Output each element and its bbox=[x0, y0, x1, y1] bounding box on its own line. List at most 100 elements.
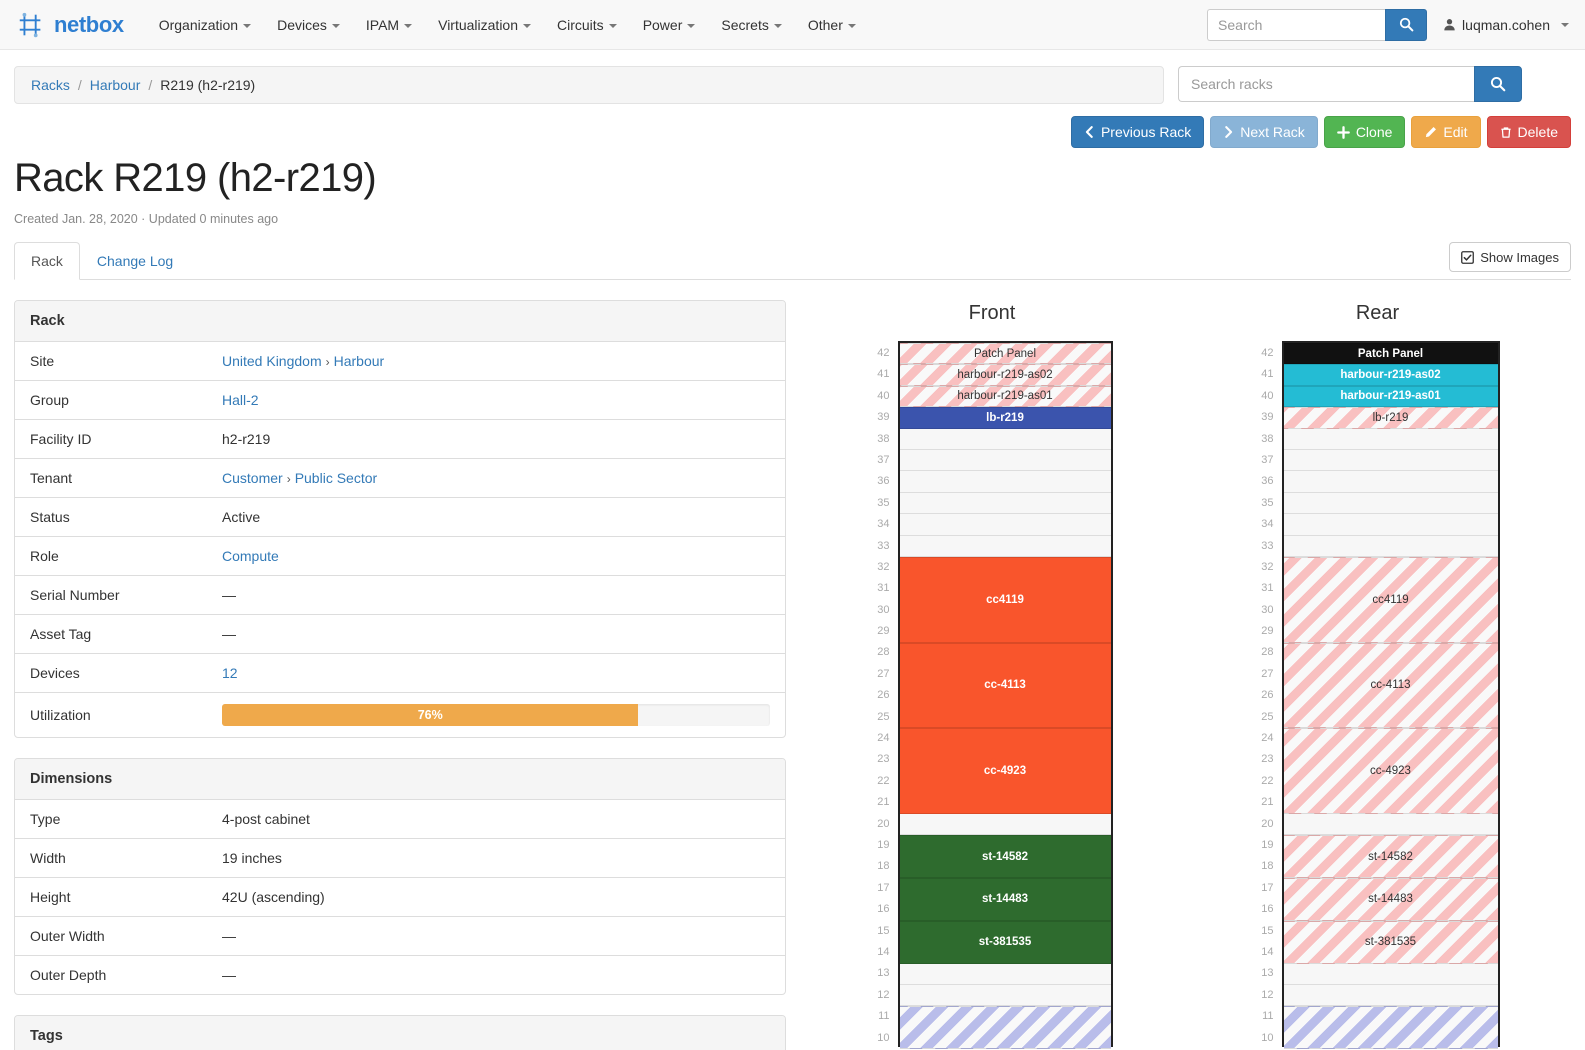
rack-unit-label-31: 31 bbox=[872, 578, 890, 599]
site-region-link[interactable]: United Kingdom bbox=[222, 353, 322, 369]
tenant-link[interactable]: Public Sector bbox=[295, 470, 377, 486]
rack-unit-slot[interactable] bbox=[900, 493, 1111, 514]
nav-item-circuits[interactable]: Circuits bbox=[544, 11, 630, 39]
rack-unit-slot[interactable] bbox=[900, 963, 1111, 984]
rack-unit-label-19: 19 bbox=[1256, 835, 1274, 856]
rack-device-st-14582[interactable]: st-14582 bbox=[900, 835, 1111, 878]
table-row: Facility ID h2-r219 bbox=[15, 420, 785, 459]
clone-button[interactable]: Clone bbox=[1324, 116, 1406, 148]
role-link[interactable]: Compute bbox=[222, 548, 279, 564]
rack-unit-slot[interactable] bbox=[900, 536, 1111, 557]
rack-unit-label-40: 40 bbox=[1256, 386, 1274, 407]
delete-button[interactable]: Delete bbox=[1487, 116, 1571, 148]
rear-rack-body: 4241403938373635343332313029282726252423… bbox=[1256, 341, 1500, 1049]
row-value-height: 42U (ascending) bbox=[207, 878, 785, 917]
next-rack-button[interactable]: Next Rack bbox=[1210, 116, 1318, 148]
group-link[interactable]: Hall-2 bbox=[222, 392, 259, 408]
pencil-icon bbox=[1424, 126, 1437, 139]
rack-device-reserved[interactable] bbox=[900, 1006, 1111, 1049]
plus-icon bbox=[1337, 126, 1350, 139]
rack-unit-slot[interactable] bbox=[1284, 536, 1498, 557]
nav-item-ipam[interactable]: IPAM bbox=[353, 11, 425, 39]
rack-unit-label-34: 34 bbox=[1256, 514, 1274, 535]
global-search-button[interactable] bbox=[1385, 9, 1427, 41]
rack-device-cc-4113[interactable]: cc-4113 bbox=[900, 643, 1111, 729]
rack-search-button[interactable] bbox=[1474, 66, 1522, 102]
rack-device-label: st-381535 bbox=[976, 936, 1034, 948]
rack-unit-label-36: 36 bbox=[872, 471, 890, 492]
nav-item-devices[interactable]: Devices bbox=[264, 11, 353, 39]
rack-unit-slot[interactable] bbox=[900, 514, 1111, 535]
rack-device-cc-4113[interactable]: cc-4113 bbox=[1284, 643, 1498, 729]
rack-search-input[interactable] bbox=[1178, 66, 1474, 102]
rack-unit-slot[interactable] bbox=[1284, 429, 1498, 450]
rack-unit-slot[interactable] bbox=[900, 814, 1111, 835]
rack-unit-slot[interactable] bbox=[1284, 493, 1498, 514]
tags-panel: Tags No tags assigned bbox=[14, 1015, 786, 1050]
rack-device-cc-4923[interactable]: cc-4923 bbox=[1284, 728, 1498, 814]
left-column: Rack Site United Kingdom›Harbour Group H… bbox=[14, 300, 786, 1050]
show-images-button[interactable]: Show Images bbox=[1449, 242, 1571, 272]
rack-unit-label-39: 39 bbox=[1256, 407, 1274, 428]
rack-device-Patch Panel[interactable]: Patch Panel bbox=[1284, 343, 1498, 364]
rack-device-lb-r219[interactable]: lb-r219 bbox=[900, 407, 1111, 428]
tab-rack[interactable]: Rack bbox=[14, 242, 80, 280]
rack-unit-slot[interactable] bbox=[900, 429, 1111, 450]
tenant-group-link[interactable]: Customer bbox=[222, 470, 283, 486]
rack-unit-slot[interactable] bbox=[900, 450, 1111, 471]
user-menu[interactable]: luqman.cohen bbox=[1443, 17, 1569, 33]
rack-device-label: Patch Panel bbox=[971, 348, 1039, 360]
rack-device-st-14483[interactable]: st-14483 bbox=[900, 878, 1111, 921]
rack-device-st-381535[interactable]: st-381535 bbox=[1284, 921, 1498, 964]
breadcrumb-item-racks[interactable]: Racks bbox=[31, 77, 70, 93]
rack-unit-slot[interactable] bbox=[1284, 514, 1498, 535]
rack-unit-label-10: 10 bbox=[1256, 1028, 1274, 1049]
dimensions-panel-heading: Dimensions bbox=[15, 759, 785, 800]
nav-item-organization[interactable]: Organization bbox=[146, 11, 264, 39]
breadcrumb-search-row: Racks / Harbour / R219 (h2-r219) bbox=[14, 50, 1571, 104]
rack-unit-slot[interactable] bbox=[1284, 985, 1498, 1006]
rack-unit-slot[interactable] bbox=[1284, 471, 1498, 492]
rack-device-harbour-r219-as02[interactable]: harbour-r219-as02 bbox=[1284, 364, 1498, 385]
rack-unit-slot[interactable] bbox=[1284, 963, 1498, 984]
rack-device-cc4119[interactable]: cc4119 bbox=[1284, 557, 1498, 643]
chevron-down-icon bbox=[523, 24, 531, 28]
rack-unit-slot[interactable] bbox=[900, 471, 1111, 492]
tab-change-log[interactable]: Change Log bbox=[80, 242, 190, 280]
rack-unit-slot[interactable] bbox=[1284, 450, 1498, 471]
utilization-progress-bar: 76% bbox=[222, 704, 638, 726]
breadcrumb-chevron-icon: › bbox=[287, 472, 291, 486]
devices-count-link[interactable]: 12 bbox=[222, 665, 238, 681]
rack-device-label: Patch Panel bbox=[1355, 348, 1426, 360]
site-link[interactable]: Harbour bbox=[334, 353, 385, 369]
user-icon bbox=[1443, 18, 1456, 31]
nav-item-power[interactable]: Power bbox=[630, 11, 709, 39]
edit-button[interactable]: Edit bbox=[1411, 116, 1480, 148]
rack-unit-slot[interactable] bbox=[900, 985, 1111, 1006]
rack-device-cc-4923[interactable]: cc-4923 bbox=[900, 728, 1111, 814]
rack-device-st-14582[interactable]: st-14582 bbox=[1284, 835, 1498, 878]
rack-device-lb-r219[interactable]: lb-r219 bbox=[1284, 407, 1498, 428]
rack-device-reserved[interactable] bbox=[1284, 1006, 1498, 1049]
previous-rack-button[interactable]: Previous Rack bbox=[1071, 116, 1204, 148]
nav-item-secrets[interactable]: Secrets bbox=[708, 11, 794, 39]
nav-item-virtualization[interactable]: Virtualization bbox=[425, 11, 544, 39]
table-row: Site United Kingdom›Harbour bbox=[15, 342, 785, 381]
rack-device-harbour-r219-as02[interactable]: harbour-r219-as02 bbox=[900, 364, 1111, 385]
breadcrumb-item-harbour[interactable]: Harbour bbox=[90, 77, 141, 93]
row-label-height: Height bbox=[15, 878, 207, 917]
rack-device-st-14483[interactable]: st-14483 bbox=[1284, 878, 1498, 921]
global-search-input[interactable] bbox=[1207, 9, 1385, 41]
rack-device-cc4119[interactable]: cc4119 bbox=[900, 557, 1111, 643]
dimensions-panel: Dimensions Type 4-post cabinet Width 19 … bbox=[14, 758, 786, 995]
rack-device-harbour-r219-as01[interactable]: harbour-r219-as01 bbox=[900, 386, 1111, 407]
chevron-right-icon bbox=[1223, 126, 1234, 138]
rack-device-Patch Panel[interactable]: Patch Panel bbox=[900, 343, 1111, 364]
netbox-brand[interactable]: netbox bbox=[16, 10, 124, 40]
rack-device-harbour-r219-as01[interactable]: harbour-r219-as01 bbox=[1284, 386, 1498, 407]
nav-item-other[interactable]: Other bbox=[795, 11, 869, 39]
rack-unit-label-23: 23 bbox=[872, 749, 890, 770]
rack-unit-slot[interactable] bbox=[1284, 814, 1498, 835]
chevron-left-icon bbox=[1084, 126, 1095, 138]
rack-device-st-381535[interactable]: st-381535 bbox=[900, 921, 1111, 964]
